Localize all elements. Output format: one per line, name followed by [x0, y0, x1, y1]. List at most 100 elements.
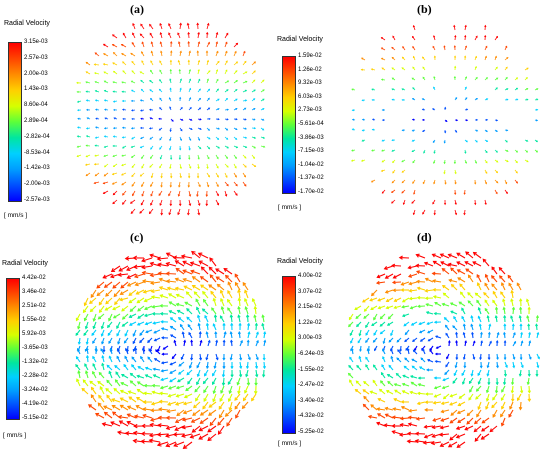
velocity-arrow: [245, 306, 249, 315]
velocity-arrow: [183, 401, 193, 405]
velocity-arrow: [213, 298, 217, 307]
velocity-arrow-head: [131, 364, 135, 368]
velocity-arrow-head: [235, 88, 238, 92]
velocity-arrow-head: [132, 193, 135, 197]
velocity-arrow-head: [224, 412, 229, 417]
velocity-arrow-head: [139, 340, 143, 344]
velocity-arrow: [484, 283, 490, 291]
velocity-arrow-head: [169, 370, 173, 374]
velocity-arrow-head: [85, 127, 89, 130]
velocity-arrow: [92, 371, 97, 379]
velocity-arrow-head: [417, 304, 421, 308]
velocity-arrow-head: [148, 211, 152, 215]
units-label: [ mm/s ]: [4, 212, 28, 219]
velocity-arrow-head: [216, 157, 219, 160]
velocity-arrow-head: [187, 59, 191, 62]
velocity-arrow: [467, 409, 474, 416]
velocity-arrow: [222, 369, 225, 377]
velocity-arrow-head: [149, 272, 154, 278]
velocity-arrow: [106, 380, 113, 387]
velocity-arrow-head: [202, 290, 206, 295]
velocity-arrow-head: [159, 97, 162, 100]
velocity-arrow: [128, 390, 137, 395]
velocity-arrow: [161, 377, 169, 381]
velocity-arrow-head: [432, 260, 437, 265]
velocity-arrow-head: [492, 290, 496, 295]
velocity-arrow-head: [217, 146, 220, 149]
velocity-arrow: [200, 409, 209, 416]
velocity-arrow-head: [103, 99, 107, 102]
velocity-arrow-head: [120, 173, 124, 176]
velocity-arrow-head: [83, 302, 88, 307]
velocity-arrow: [137, 321, 145, 326]
velocity-arrow: [197, 32, 200, 39]
velocity-arrow: [143, 289, 153, 293]
velocity-arrow-head: [111, 411, 117, 416]
velocity-arrow: [442, 303, 450, 307]
velocity-arrow-head: [392, 288, 396, 293]
velocity-arrow: [235, 282, 241, 291]
velocity-arrow-head: [349, 333, 353, 337]
velocity-arrow-head: [116, 333, 120, 337]
velocity-arrow-head: [170, 176, 173, 179]
velocity-arrow: [402, 313, 410, 317]
velocity-arrow-head: [386, 374, 390, 377]
velocity-arrow-head: [381, 149, 384, 152]
velocity-arrow-head: [92, 318, 96, 322]
velocity-arrow-head: [363, 315, 367, 319]
velocity-arrow-head: [199, 127, 202, 130]
velocity-arrow-head: [399, 349, 402, 353]
velocity-arrow-head: [215, 276, 220, 281]
velocity-arrow-head: [474, 161, 477, 164]
velocity-arrow-head: [384, 275, 389, 279]
velocity-arrow-head: [527, 373, 531, 377]
velocity-arrow-head: [85, 99, 89, 102]
velocity-arrow: [127, 405, 137, 411]
velocity-arrow: [517, 393, 522, 401]
velocity-arrow-head: [526, 88, 529, 90]
velocity-arrow: [433, 401, 442, 404]
velocity-arrow: [170, 317, 177, 323]
velocity-arrow: [217, 283, 225, 291]
velocity-arrow-head: [165, 261, 170, 267]
velocity-arrow-head: [401, 56, 405, 59]
velocity-arrow: [105, 388, 113, 395]
velocity-arrow-head: [134, 282, 139, 287]
velocity-arrow-head: [391, 139, 394, 142]
velocity-arrow-head: [476, 282, 481, 286]
velocity-arrow: [440, 261, 450, 267]
velocity-arrow-head: [443, 317, 447, 321]
velocity-arrow-head: [425, 311, 430, 315]
velocity-arrow-head: [486, 315, 490, 319]
velocity-arrow-head: [433, 394, 437, 398]
velocity-arrow-head: [465, 119, 469, 122]
velocity-arrow-head: [348, 364, 352, 368]
velocity-arrow: [491, 266, 498, 275]
velocity-arrow: [186, 316, 193, 323]
velocity-arrow-head: [535, 119, 539, 122]
velocity-arrow: [501, 401, 506, 409]
velocity-arrow-head: [158, 286, 163, 290]
velocity-arrow: [434, 393, 442, 398]
velocity-arrow-head: [169, 325, 173, 329]
velocity-arrow-head: [173, 339, 177, 343]
velocity-arrow-head: [204, 373, 207, 377]
velocity-arrow-head: [498, 266, 503, 271]
velocity-arrow-head: [505, 76, 508, 80]
velocity-arrow-head: [200, 284, 204, 289]
velocity-arrow-head: [388, 364, 392, 368]
velocity-arrow-head: [91, 332, 95, 336]
velocity-arrow: [457, 277, 466, 283]
velocity-arrow-head: [361, 99, 364, 102]
velocity-arrow-head: [75, 332, 79, 336]
velocity-arrow-head: [423, 424, 428, 429]
velocity-arrow-head: [485, 118, 489, 122]
velocity-arrow: [119, 420, 129, 427]
velocity-arrow-head: [503, 331, 506, 335]
velocity-arrow-head: [484, 273, 489, 278]
velocity-arrow-head: [185, 291, 190, 295]
velocity-arrow: [441, 401, 450, 405]
velocity-arrow-head: [384, 406, 389, 411]
velocity-arrow-head: [226, 118, 229, 121]
velocity-arrow-head: [170, 50, 173, 53]
